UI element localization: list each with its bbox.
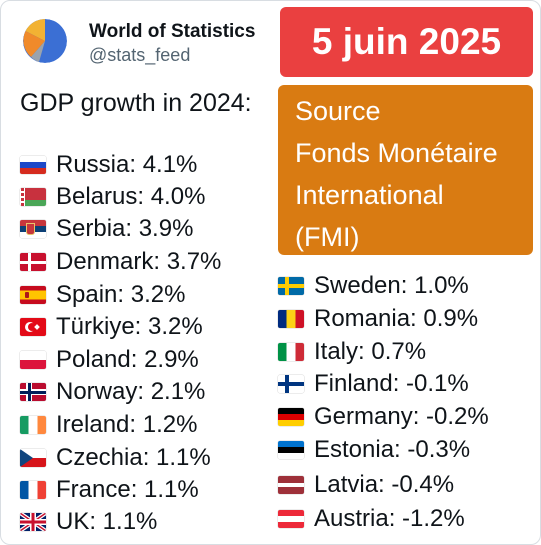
list-item-label: Türkiye: 3.2% <box>56 313 203 340</box>
italy-flag-icon <box>278 343 304 361</box>
czechia-flag-icon <box>20 449 46 467</box>
latvia-flag-icon <box>278 476 304 494</box>
list-item: Serbia: 3.9% <box>20 214 193 244</box>
list-item: Latvia: -0.4% <box>278 470 454 500</box>
source-line: (FMI) <box>295 222 360 252</box>
list-item-label: Belarus: 4.0% <box>56 183 206 210</box>
list-item-label: Estonia: -0.3% <box>314 436 471 463</box>
list-item: Belarus: 4.0% <box>20 182 205 212</box>
sweden-flag-icon <box>278 277 304 295</box>
france-flag-icon <box>20 481 46 499</box>
turkey-flag-icon <box>20 318 46 336</box>
list-item: Denmark: 3.7% <box>20 247 221 277</box>
source-box: Source Fonds Monétaire International (FM… <box>278 85 533 255</box>
norway-flag-icon <box>20 383 46 401</box>
account-name[interactable]: World of Statistics <box>89 21 256 42</box>
source-line: International <box>295 180 444 210</box>
list-item-label: Czechia: 1.1% <box>56 444 211 471</box>
list-item-label: Romania: 0.9% <box>314 305 479 332</box>
spain-flag-icon <box>20 286 46 304</box>
list-item: Türkiye: 3.2% <box>20 312 203 342</box>
austria-flag-icon <box>278 510 304 528</box>
list-item-label: Austria: -1.2% <box>314 505 465 532</box>
list-item: Spain: 3.2% <box>20 280 185 310</box>
list-item: Finland: -0.1% <box>278 369 469 399</box>
source-line: Fonds Monétaire <box>295 138 498 168</box>
belarus-flag-icon <box>20 188 46 206</box>
list-item-label: Serbia: 3.9% <box>56 215 194 242</box>
denmark-flag-icon <box>20 253 46 271</box>
list-item-label: France: 1.1% <box>56 476 199 503</box>
romania-flag-icon <box>278 310 304 328</box>
source-line: Source <box>295 96 381 126</box>
list-item: Norway: 2.1% <box>20 377 205 407</box>
list-item-label: Russia: 4.1% <box>56 151 198 178</box>
germany-flag-icon <box>278 408 304 426</box>
serbia-flag-icon <box>20 220 46 238</box>
list-item-label: Italy: 0.7% <box>314 338 427 365</box>
date-banner: 5 juin 2025 <box>280 7 533 77</box>
list-item-label: Spain: 3.2% <box>56 281 186 308</box>
list-heading: GDP growth in 2024: <box>20 89 252 117</box>
ireland-flag-icon <box>20 416 46 434</box>
avatar[interactable] <box>23 19 67 63</box>
list-item: France: 1.1% <box>20 475 199 505</box>
estonia-flag-icon <box>278 441 304 459</box>
russia-flag-icon <box>20 156 46 174</box>
poland-flag-icon <box>20 351 46 369</box>
list-item: Romania: 0.9% <box>278 304 478 334</box>
list-item-label: Denmark: 3.7% <box>56 248 222 275</box>
pie-chart-logo-icon <box>23 19 67 63</box>
list-item-label: Sweden: 1.0% <box>314 272 469 299</box>
list-item-label: Latvia: -0.4% <box>314 471 455 498</box>
list-item: Russia: 4.1% <box>20 150 197 180</box>
list-item: Austria: -1.2% <box>278 504 465 534</box>
finland-flag-icon <box>278 375 304 393</box>
list-item-label: Ireland: 1.2% <box>56 411 198 438</box>
list-item: Estonia: -0.3% <box>278 435 470 465</box>
list-item: UK: 1.1% <box>20 507 157 537</box>
uk-flag-icon <box>20 513 46 531</box>
list-item: Czechia: 1.1% <box>20 443 211 473</box>
list-item: Ireland: 1.2% <box>20 410 197 440</box>
list-item: Germany: -0.2% <box>278 402 489 432</box>
list-item-label: UK: 1.1% <box>56 508 158 535</box>
list-item: Sweden: 1.0% <box>278 271 469 301</box>
list-item: Italy: 0.7% <box>278 337 426 367</box>
list-item-label: Poland: 2.9% <box>56 346 199 373</box>
list-item: Poland: 2.9% <box>20 345 199 375</box>
account-handle[interactable]: @stats_feed <box>89 45 191 65</box>
list-item-label: Norway: 2.1% <box>56 378 206 405</box>
list-item-label: Germany: -0.2% <box>314 403 489 430</box>
list-item-label: Finland: -0.1% <box>314 370 469 397</box>
